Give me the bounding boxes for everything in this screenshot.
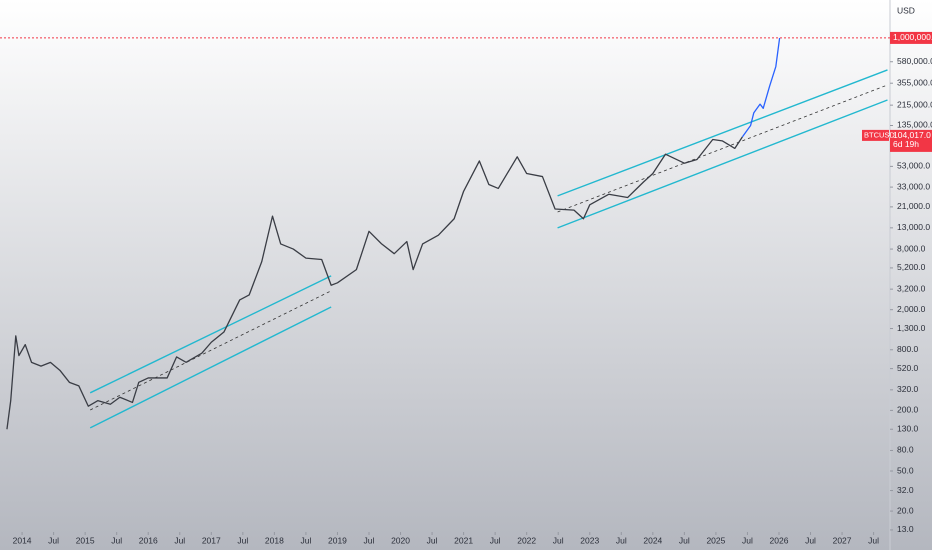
x-tick-label: Jul	[742, 535, 753, 545]
x-tick-label: 2023	[580, 535, 599, 545]
y-tick-label: 5,200.0	[897, 262, 926, 272]
y-tick-label: 53,000.0	[897, 161, 930, 171]
price-tag	[890, 129, 932, 152]
channel-upper	[557, 69, 888, 197]
x-tick-label: Jul	[427, 535, 438, 545]
y-tick-label: 800.0	[897, 344, 919, 354]
x-tick-label: Jul	[300, 535, 311, 545]
x-tick-label: 2026	[770, 535, 789, 545]
y-tick-label: 3,200.0	[897, 283, 926, 293]
y-tick-label: 50.0	[897, 465, 914, 475]
x-tick-label: Jul	[364, 535, 375, 545]
x-tick-label: 2018	[265, 535, 284, 545]
y-tick-label: 21,000.0	[897, 201, 930, 211]
y-tick-label: 130.0	[897, 423, 919, 433]
x-tick-label: 2016	[139, 535, 158, 545]
x-tick-label: 2022	[517, 535, 536, 545]
x-tick-label: Jul	[616, 535, 627, 545]
reference-tag	[890, 31, 932, 44]
x-tick-label: 2015	[76, 535, 95, 545]
countdown: 6d 19h	[893, 139, 919, 149]
x-tick-label: Jul	[174, 535, 185, 545]
y-tick-label: 320.0	[897, 384, 919, 394]
x-tick-label: 2019	[328, 535, 347, 545]
channel-upper	[89, 275, 332, 394]
y-tick-label: 8,000.0	[897, 243, 926, 253]
price-line	[6, 136, 743, 430]
x-tick-label: 2014	[13, 535, 32, 545]
x-tick-label: Jul	[679, 535, 690, 545]
x-tick-label: Jul	[490, 535, 501, 545]
x-tick-label: 2025	[706, 535, 725, 545]
y-tick-label: 33,000.0	[897, 181, 930, 191]
x-tick-label: 2021	[454, 535, 473, 545]
x-tick-label: Jul	[868, 535, 879, 545]
y-tick-label: 20.0	[897, 505, 914, 515]
y-tick-label: 520.0	[897, 363, 919, 373]
x-tick-label: Jul	[48, 535, 59, 545]
currency-label: USD	[897, 5, 915, 15]
y-tick-label: 80.0	[897, 445, 914, 455]
y-tick-label: 135,000.0	[897, 120, 932, 130]
y-tick-label: 580,000.0	[897, 56, 932, 66]
y-tick-label: 13,000.0	[897, 222, 930, 232]
reference-label: 1,000,000.0	[893, 32, 932, 42]
y-tick-label: 355,000.0	[897, 77, 932, 87]
last-price-label: 104,017.0	[893, 130, 931, 140]
y-tick-label: 215,000.0	[897, 99, 932, 109]
y-tick-label: 2,000.0	[897, 304, 926, 314]
x-tick-label: 2027	[833, 535, 852, 545]
x-tick-label: Jul	[805, 535, 816, 545]
y-tick-label: 32.0	[897, 485, 914, 495]
y-tick-label: 200.0	[897, 405, 919, 415]
x-tick-label: Jul	[111, 535, 122, 545]
channel-middle	[90, 290, 332, 411]
x-tick-label: Jul	[553, 535, 564, 545]
channel-lower	[557, 99, 888, 229]
channel-middle	[557, 84, 888, 213]
x-tick-label: 2020	[391, 535, 410, 545]
x-tick-label: 2024	[643, 535, 662, 545]
x-tick-label: 2017	[202, 535, 221, 545]
symbol-tag	[862, 129, 889, 141]
y-tick-label: 1,300.0	[897, 323, 926, 333]
channel-lower	[89, 306, 332, 429]
y-tick-label: 13.0	[897, 524, 914, 534]
symbol-label: BTCUSD	[864, 130, 895, 139]
price-line	[741, 37, 781, 138]
x-tick-label: Jul	[237, 535, 248, 545]
